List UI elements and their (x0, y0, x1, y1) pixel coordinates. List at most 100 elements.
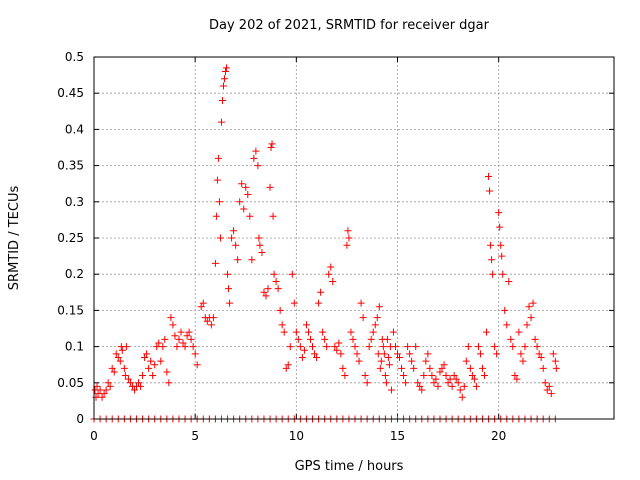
data-point (216, 234, 224, 242)
data-point (529, 299, 537, 307)
data-point (539, 364, 547, 372)
data-point (209, 314, 217, 322)
data-point (329, 277, 337, 285)
data-point (418, 386, 426, 394)
data-point (266, 183, 274, 191)
data-point (215, 198, 223, 206)
data-point (219, 82, 227, 90)
data-point (284, 361, 292, 369)
y-tick-label: 0.25 (57, 231, 84, 245)
data-point (169, 321, 177, 329)
data-point (212, 212, 220, 220)
data-point (238, 180, 246, 188)
data-point (214, 154, 222, 162)
data-point (432, 375, 440, 383)
data-point (488, 256, 496, 264)
data-point (177, 328, 185, 336)
data-point (452, 375, 460, 383)
data-point (248, 256, 256, 264)
data-point (288, 270, 296, 278)
data-point (511, 372, 519, 380)
data-point (543, 386, 551, 394)
data-point (361, 372, 369, 380)
data-point (161, 335, 169, 343)
data-point (126, 379, 134, 387)
data-point (317, 288, 325, 296)
data-point (313, 353, 321, 361)
data-point (331, 343, 339, 351)
data-point (369, 328, 377, 336)
data-point (199, 299, 207, 307)
data-point (122, 343, 130, 351)
data-point (367, 335, 375, 343)
data-point (525, 303, 533, 311)
data-point (476, 350, 484, 358)
data-point (304, 328, 312, 336)
data-point (278, 321, 286, 329)
data-point (483, 328, 491, 336)
data-point (135, 379, 143, 387)
data-point (404, 343, 412, 351)
data-point (503, 321, 511, 329)
data-point (167, 314, 175, 322)
data-point (187, 335, 195, 343)
data-point (387, 386, 395, 394)
data-point (376, 364, 384, 372)
data-point (149, 372, 157, 380)
data-point (173, 343, 181, 351)
y-tick-label: 0.1 (65, 340, 84, 354)
data-point (410, 364, 418, 372)
data-point (355, 357, 363, 365)
data-point (382, 379, 390, 387)
data-point (371, 321, 379, 329)
data-point (151, 361, 159, 369)
data-point (252, 147, 260, 155)
data-point (343, 241, 351, 249)
data-point (486, 187, 494, 195)
data-point (211, 259, 219, 267)
data-point (96, 386, 104, 394)
data-point (228, 234, 236, 242)
y-tick-label: 0.05 (57, 376, 84, 390)
data-point (487, 241, 495, 249)
data-point (391, 343, 399, 351)
data-point (282, 364, 290, 372)
data-point (218, 96, 226, 104)
data-point (163, 368, 171, 376)
data-point (375, 303, 383, 311)
data-point (250, 154, 258, 162)
data-point (474, 343, 482, 351)
data-point (478, 364, 486, 372)
data-point (498, 252, 506, 260)
data-point (256, 241, 264, 249)
x-tick-label: 15 (390, 429, 405, 443)
data-point (191, 350, 199, 358)
data-point (381, 372, 389, 380)
data-point (466, 364, 474, 372)
data-point (269, 212, 277, 220)
data-point (497, 241, 505, 249)
data-point (315, 299, 323, 307)
data-point (402, 379, 410, 387)
data-point (260, 288, 268, 296)
data-point (505, 277, 513, 285)
data-point (234, 256, 242, 264)
plot-frame (93, 56, 615, 420)
data-point (159, 343, 167, 351)
data-point (183, 332, 191, 340)
data-point (112, 350, 120, 358)
data-point (515, 328, 523, 336)
data-point (394, 350, 402, 358)
data-point (414, 379, 422, 387)
data-point (118, 346, 126, 354)
data-point (436, 368, 444, 376)
data-point (517, 350, 525, 358)
data-point (470, 375, 478, 383)
data-point (545, 382, 553, 390)
x-tick-label: 10 (289, 429, 304, 443)
data-point (489, 270, 497, 278)
data-point (121, 372, 129, 380)
data-point (311, 350, 319, 358)
data-point (244, 191, 252, 199)
